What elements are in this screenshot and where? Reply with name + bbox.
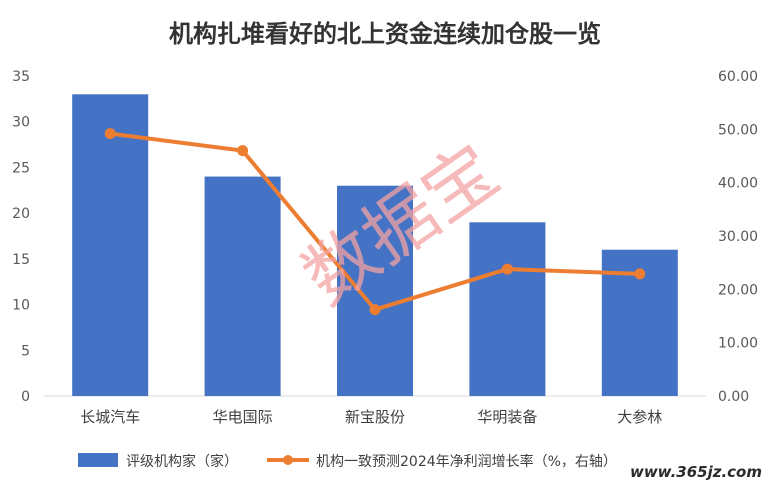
left-tick-label: 20 <box>12 206 30 222</box>
legend-bar-swatch <box>78 453 118 467</box>
category-label: 华电国际 <box>213 408 273 426</box>
right-tick-label: 40.00 <box>718 176 758 192</box>
line-point <box>104 128 116 140</box>
bar <box>337 185 413 396</box>
line-point <box>634 268 646 280</box>
left-tick-label: 35 <box>12 69 30 85</box>
left-tick-label: 0 <box>21 389 30 405</box>
category-label: 新宝股份 <box>345 408 405 426</box>
left-tick-label: 30 <box>12 115 30 131</box>
left-tick-label: 10 <box>12 298 30 314</box>
right-tick-label: 30.00 <box>718 229 758 245</box>
category-label: 大参林 <box>617 408 662 426</box>
right-tick-label: 20.00 <box>718 282 758 298</box>
left-axis: 0 5 10 15 20 25 30 35 <box>12 69 30 405</box>
right-tick-label: 0.00 <box>718 389 749 405</box>
left-tick-label: 15 <box>12 252 30 268</box>
line-point <box>237 145 249 157</box>
chart-title: 机构扎堆看好的北上资金连续加仓股一览 <box>169 20 601 48</box>
right-tick-label: 50.00 <box>718 122 758 138</box>
bar <box>469 222 546 396</box>
footer-logo: www.365jz.com <box>630 463 762 481</box>
right-tick-label: 10.00 <box>718 336 758 352</box>
category-label: 华明装备 <box>477 408 537 426</box>
right-tick-label: 60.00 <box>718 69 758 85</box>
legend: 评级机构家（家） 机构一致预测2024年净利润增长率（%，右轴） <box>78 453 617 470</box>
right-axis: 0.00 10.00 20.00 30.00 40.00 50.00 60.00 <box>718 69 758 405</box>
line-point <box>369 304 381 316</box>
left-tick-label: 25 <box>12 160 30 176</box>
bar <box>72 94 149 397</box>
legend-line-label: 机构一致预测2024年净利润增长率（%，右轴） <box>316 453 617 470</box>
legend-bar-label: 评级机构家（家） <box>126 453 238 470</box>
category-labels: 长城汽车 华电国际 新宝股份 华明装备 大参林 <box>80 408 662 426</box>
bar-series <box>72 94 678 397</box>
category-label: 长城汽车 <box>80 408 140 426</box>
left-tick-label: 5 <box>21 343 30 359</box>
legend-line-marker <box>283 455 293 465</box>
bar <box>204 176 281 396</box>
line-series <box>104 128 646 316</box>
line-point <box>501 263 513 275</box>
